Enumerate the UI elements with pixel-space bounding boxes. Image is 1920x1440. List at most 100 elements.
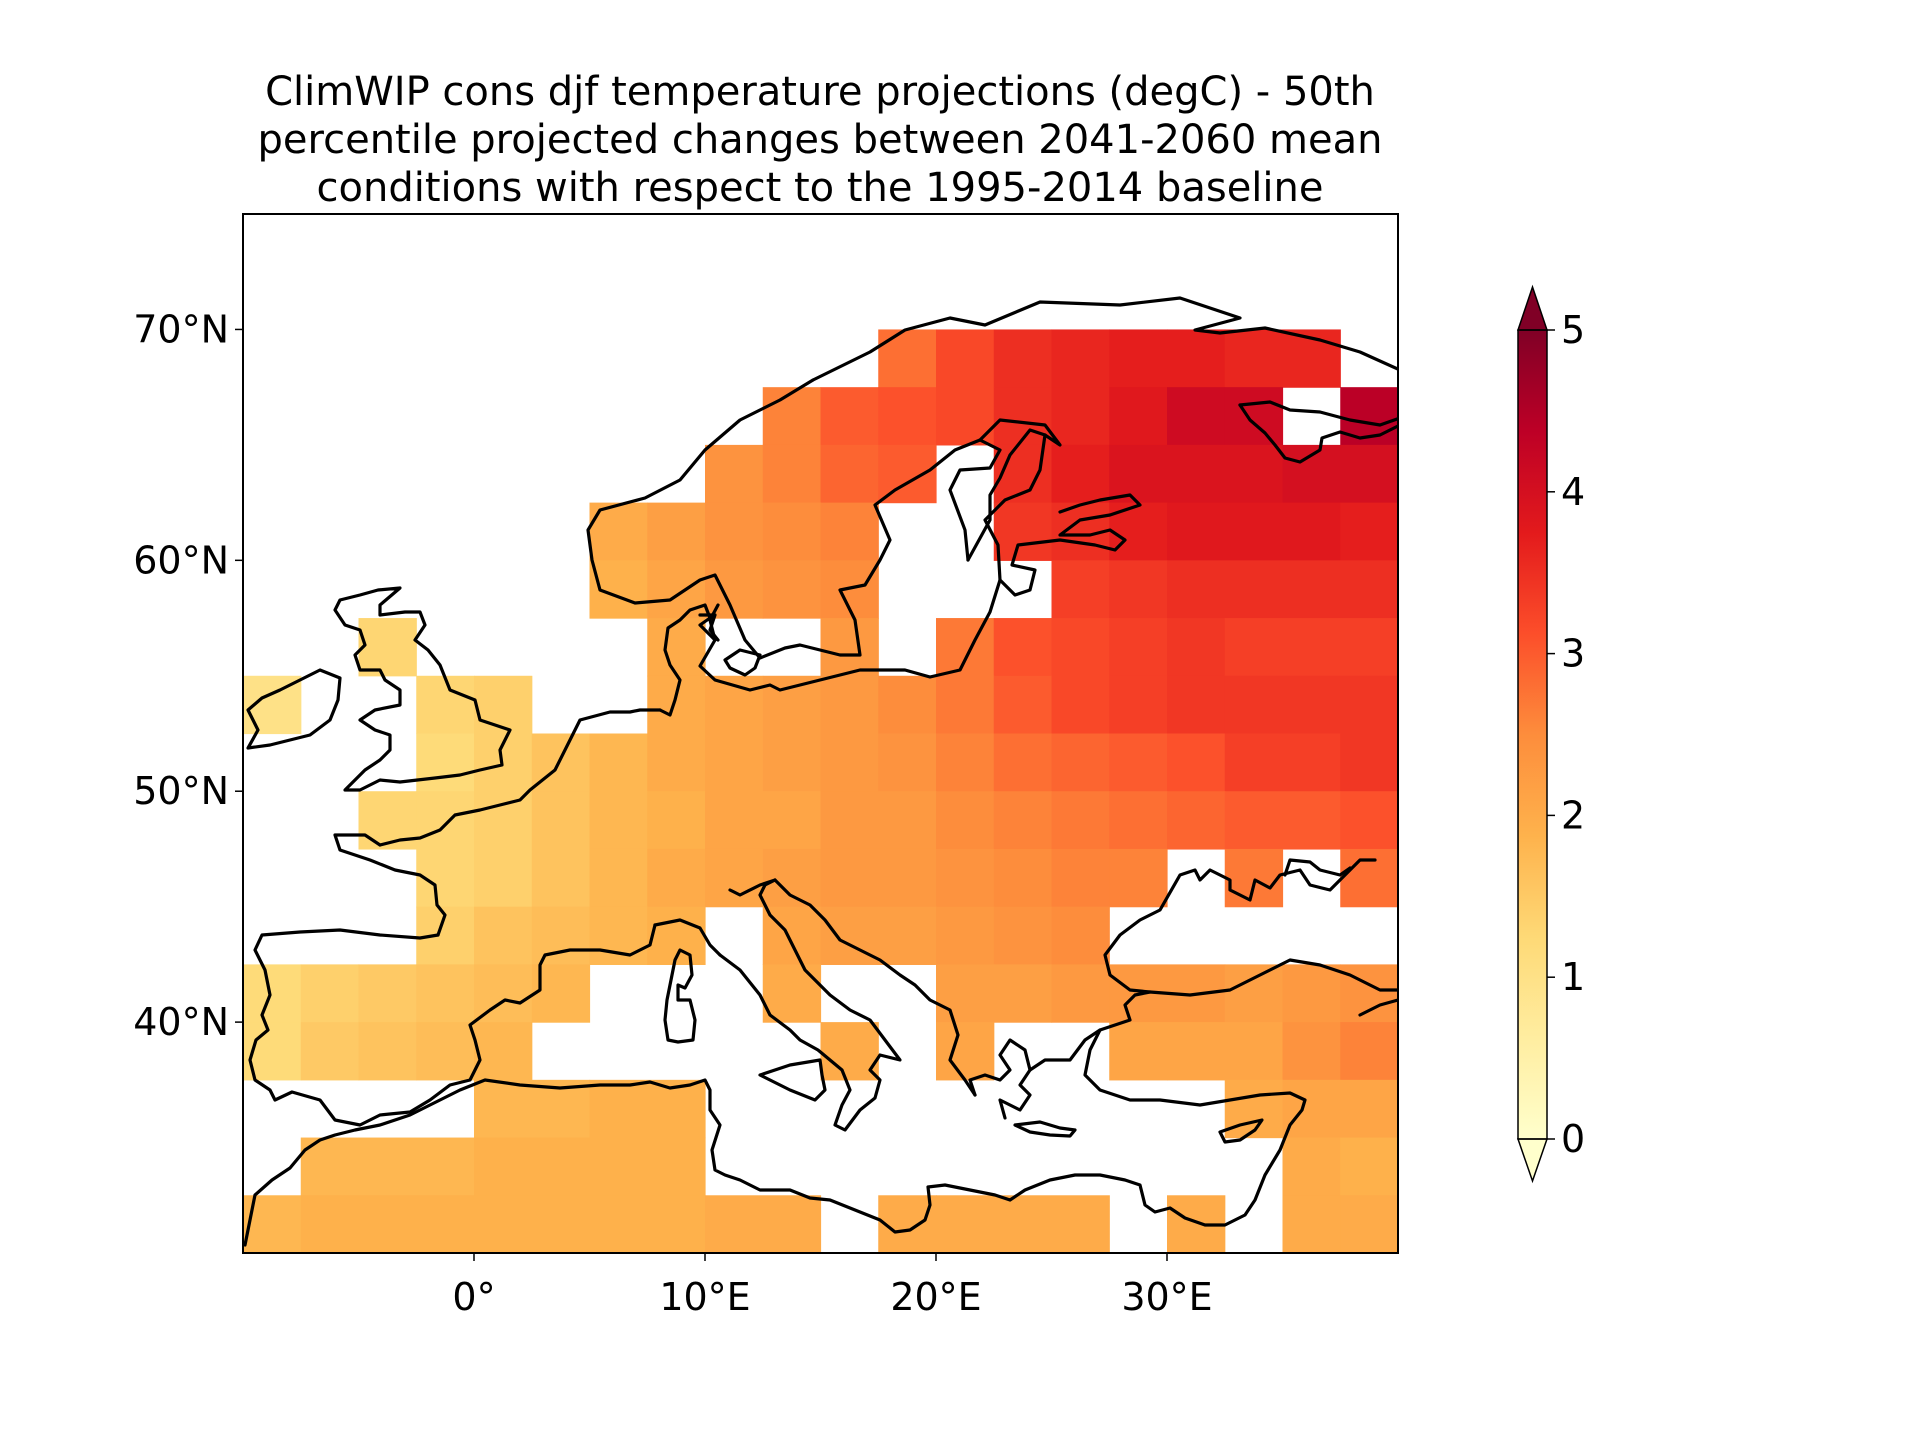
heatmap-cell: [1167, 560, 1284, 619]
heatmap-cell: [1167, 329, 1226, 388]
heatmap-cell: [647, 560, 706, 619]
heatmap-cell: [1340, 791, 1398, 850]
heatmap-cell: [1051, 444, 1110, 504]
colorbar-tick-label: 0: [1561, 1117, 1585, 1161]
heatmap-cell: [647, 502, 706, 561]
heatmap-cell: [1282, 1079, 1398, 1139]
colorbar: 0 1 2 3 4 5: [1516, 284, 1585, 1184]
coast-italy: [718, 878, 902, 1132]
heatmap-cell: [1051, 964, 1110, 1023]
heatmap-cell: [416, 675, 475, 735]
heatmap-cell: [1282, 444, 1398, 504]
heatmap-cell: [647, 733, 706, 792]
heatmap-cell: [647, 848, 706, 908]
heatmap-cell: [1051, 675, 1110, 735]
coast-sardinia-corsica: [663, 948, 697, 1044]
heatmap-cell: [358, 1137, 475, 1196]
plot-frame: [242, 213, 1399, 1254]
heatmap-cell: [993, 848, 1053, 908]
heatmap-cell: [993, 906, 1053, 965]
heatmap-cell: [1340, 502, 1398, 561]
coast-denmark: [658, 603, 717, 717]
heatmap-cell: [589, 848, 648, 908]
heatmap-cell: [1282, 1022, 1341, 1081]
heatmap-cell: [1109, 733, 1168, 792]
heatmap-cell: [1109, 387, 1168, 446]
heatmap-cell: [762, 964, 822, 1023]
heatmap-cell: [878, 733, 937, 792]
colorbar-frame: [1517, 329, 1548, 1140]
heatmap-cell: [1109, 791, 1168, 850]
heatmap-cell: [474, 675, 533, 735]
heatmap-cell: [1051, 560, 1110, 619]
heatmap-cell: [1340, 1137, 1398, 1196]
coast-anatolia-south: [243, 1028, 1307, 1247]
heatmap-cell: [936, 791, 995, 850]
heatmap-cell: [589, 1137, 706, 1196]
heatmap-cell: [358, 1195, 475, 1253]
colorbar-tick-label: 2: [1561, 793, 1585, 837]
heatmap-cell: [993, 791, 1053, 850]
heatmap-cell: [243, 964, 302, 1023]
heatmap-cell: [589, 906, 648, 965]
heatmap-cell: [1109, 1022, 1168, 1081]
coastlines: [243, 296, 1398, 1247]
heatmap-cell: [1051, 618, 1110, 677]
heatmap-cell: [820, 502, 879, 561]
y-axis: 40°N 50°N 60°N 70°N: [133, 307, 243, 1044]
coast-baltic-south: [698, 578, 1002, 692]
heatmap-cell: [474, 1195, 591, 1253]
heatmap-cell: [1109, 560, 1168, 619]
x-tick-label: 0°: [452, 1275, 495, 1319]
coast-aegean-turkey: [1028, 858, 1377, 1072]
colorbar-tick-label: 3: [1561, 632, 1585, 676]
heatmap-cell: [993, 964, 1053, 1023]
heatmap-cell: [1051, 848, 1110, 908]
heatmap-cell: [1224, 848, 1284, 908]
title-line-2: percentile projected changes between 204…: [257, 117, 1383, 163]
heatmap-cell: [300, 1022, 360, 1081]
heatmap-cell: [589, 791, 648, 850]
heatmap-cell: [820, 733, 879, 792]
heatmap-cell: [705, 848, 764, 908]
y-tick-label: 40°N: [133, 1000, 229, 1044]
coast-turkey-east: [1358, 998, 1398, 1017]
heatmap-cell: [1051, 791, 1110, 850]
colorbar-ticks: 0 1 2 3 4 5: [1547, 308, 1585, 1161]
heatmap-cell: [589, 1195, 706, 1253]
heatmap-cell: [300, 964, 360, 1023]
chart-title: ClimWIP cons djf temperature projections…: [180, 68, 1460, 212]
heatmap-cell: [474, 1022, 533, 1081]
heatmap-cell: [820, 848, 937, 908]
coast-sweden-south: [698, 613, 720, 642]
heatmap-cell: [474, 906, 533, 965]
heatmap-cell: [474, 848, 533, 908]
heatmap-cell: [1167, 502, 1341, 561]
heatmap-cell: [705, 444, 764, 504]
heatmap-cell: [936, 848, 995, 908]
heatmap-cell: [1224, 791, 1341, 850]
heatmap-cell: [1167, 675, 1226, 735]
heatmap-cell: [531, 791, 591, 850]
coast-crete: [1013, 1120, 1077, 1138]
heatmap-cell: [1224, 675, 1398, 735]
heatmap-cell: [820, 387, 879, 446]
heatmap-cell: [1167, 791, 1226, 850]
heatmap-cell: [1282, 964, 1341, 1023]
heatmap-cell: [705, 791, 822, 850]
heatmap-cell: [1051, 329, 1110, 388]
heatmap-cell: [705, 502, 764, 561]
heatmap-cell: [762, 387, 822, 446]
heatmap-cell: [647, 791, 706, 850]
heatmap-cell: [993, 675, 1053, 735]
heatmap-cell: [647, 675, 706, 735]
coast-finland-gulf: [983, 433, 1142, 597]
heatmap-cell: [1167, 387, 1226, 446]
heatmap-cell: [358, 1022, 417, 1081]
heatmap-cell: [936, 618, 995, 677]
heatmap-cell: [936, 733, 995, 792]
y-tick-label: 50°N: [133, 769, 229, 813]
heatmap-cell: [762, 502, 822, 561]
heatmap-cell: [416, 964, 475, 1023]
heatmap-cell: [1340, 733, 1398, 792]
